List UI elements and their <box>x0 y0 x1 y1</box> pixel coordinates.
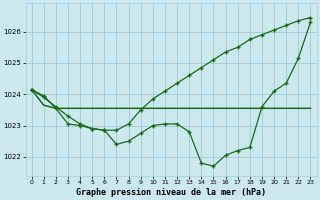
X-axis label: Graphe pression niveau de la mer (hPa): Graphe pression niveau de la mer (hPa) <box>76 188 266 197</box>
